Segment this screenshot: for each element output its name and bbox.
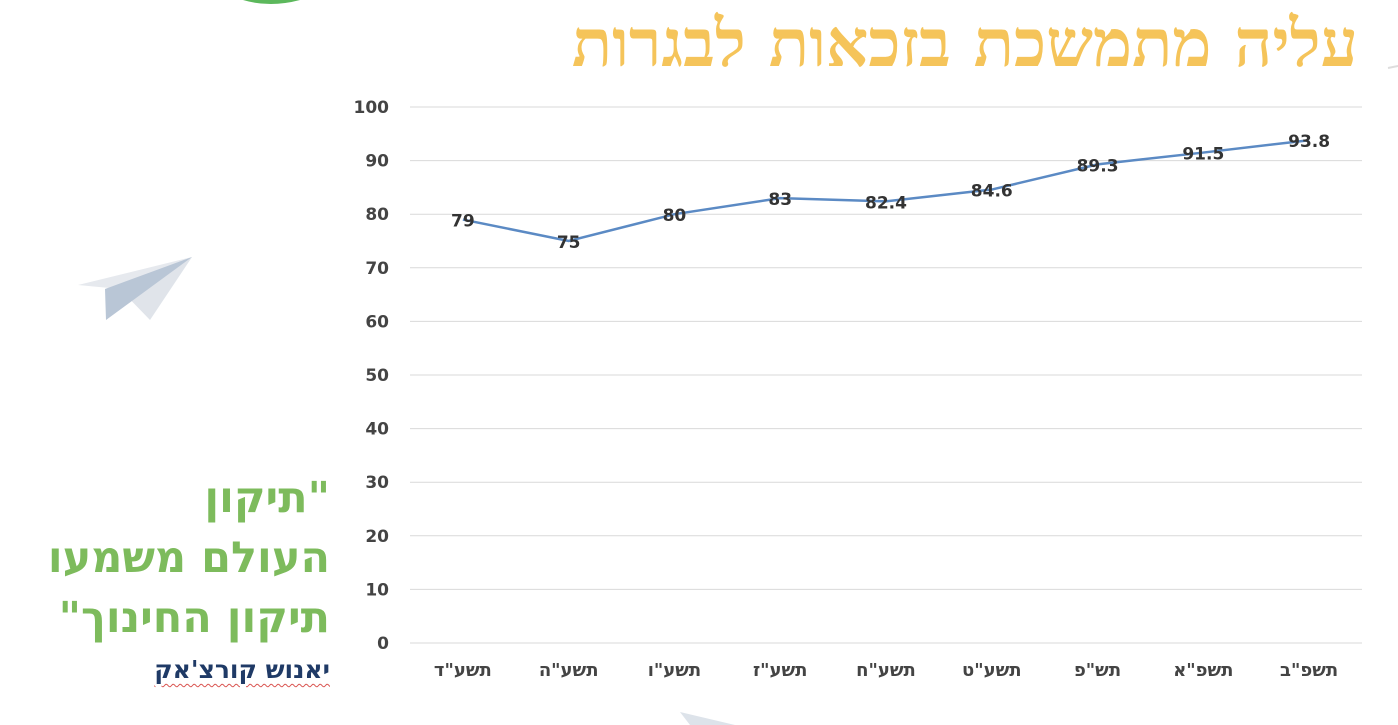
y-tick-label: 90 [365,152,389,172]
corner-accent [243,0,300,4]
data-label: 82.4 [865,193,907,213]
quote-line: "תיקון [204,473,330,523]
data-label: 84.6 [971,182,1013,202]
y-tick-label: 60 [365,312,389,332]
y-tick-label: 80 [365,205,389,225]
korczak-quote: "תיקון העולם משמעו תיקון החינוך" [0,468,330,648]
y-tick-label: 30 [365,473,389,493]
x-tick-label: תשפ"א [1173,660,1233,681]
x-tick-label: תש"פ [1074,660,1121,681]
y-tick-label: 0 [377,634,389,654]
data-label: 75 [557,233,581,253]
y-tick-label: 100 [354,98,390,118]
data-label: 79 [451,212,475,232]
x-tick-label: תשפ"ב [1280,660,1338,681]
x-tick-label: תשע"ו [648,660,702,681]
y-tick-label: 40 [365,420,389,440]
slide-title: עליה מתמשכת בזכאות לבגרות [571,4,1358,82]
x-tick-label: תשע"ט [962,660,1022,681]
quote-line: תיקון החינוך" [58,593,330,643]
data-label: 83 [768,190,792,210]
y-tick-label: 20 [365,527,389,547]
x-tick-label: תשע"ח [856,660,916,681]
y-tick-label: 10 [365,580,389,600]
x-tick-label: תשע"ה [539,660,599,681]
paper-plane-icon [78,257,192,320]
x-tick-label: תשע"ז [753,660,808,681]
quote-line: העולם משמעו [47,533,330,583]
quote-author: יאנוש קורצ'אק [154,655,330,684]
data-label: 80 [663,206,687,226]
y-tick-label: 50 [365,366,389,386]
paper-plane-icon [680,712,735,725]
data-label: 91.5 [1182,145,1224,165]
data-label: 89.3 [1077,156,1119,176]
data-label: 93.8 [1288,132,1330,152]
series-line [462,138,1310,243]
y-tick-label: 70 [365,259,389,279]
x-tick-label: תשע"ד [434,660,492,681]
